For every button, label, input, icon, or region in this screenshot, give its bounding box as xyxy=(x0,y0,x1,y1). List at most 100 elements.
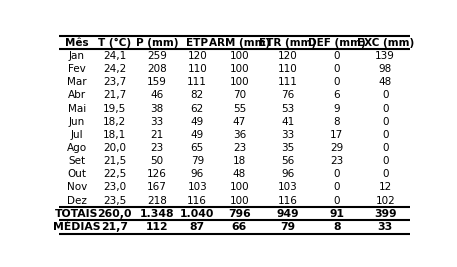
Text: 111: 111 xyxy=(278,77,298,87)
Text: 56: 56 xyxy=(282,156,295,166)
Text: 46: 46 xyxy=(150,90,164,100)
Text: 112: 112 xyxy=(146,222,169,232)
Text: 18,1: 18,1 xyxy=(103,130,127,140)
Text: 260,0: 260,0 xyxy=(98,209,132,219)
Text: 21,5: 21,5 xyxy=(103,156,127,166)
Text: 0: 0 xyxy=(334,64,340,74)
Text: 50: 50 xyxy=(150,156,164,166)
Text: 76: 76 xyxy=(282,90,295,100)
Text: 96: 96 xyxy=(282,169,295,179)
Text: 100: 100 xyxy=(230,64,250,74)
Text: 259: 259 xyxy=(147,51,167,61)
Text: 1.040: 1.040 xyxy=(180,209,214,219)
Text: 9: 9 xyxy=(333,104,340,113)
Text: 139: 139 xyxy=(375,51,395,61)
Text: 49: 49 xyxy=(191,130,204,140)
Text: 35: 35 xyxy=(282,143,295,153)
Text: 33: 33 xyxy=(282,130,295,140)
Text: 47: 47 xyxy=(233,117,246,127)
Text: Set: Set xyxy=(68,156,85,166)
Text: EXC (mm): EXC (mm) xyxy=(356,38,414,48)
Text: Nov: Nov xyxy=(67,182,87,193)
Text: 87: 87 xyxy=(190,222,205,232)
Text: 111: 111 xyxy=(187,77,207,87)
Text: T (°C): T (°C) xyxy=(98,38,132,48)
Text: 796: 796 xyxy=(228,209,251,219)
Text: 23,0: 23,0 xyxy=(103,182,127,193)
Text: 102: 102 xyxy=(375,196,395,206)
Text: 23: 23 xyxy=(150,143,164,153)
Text: 0: 0 xyxy=(382,169,388,179)
Text: 0: 0 xyxy=(382,104,388,113)
Text: DEF (mm): DEF (mm) xyxy=(308,38,366,48)
Text: ETP: ETP xyxy=(186,38,208,48)
Text: 949: 949 xyxy=(277,209,299,219)
Text: 120: 120 xyxy=(187,51,207,61)
Text: 0: 0 xyxy=(334,169,340,179)
Text: 100: 100 xyxy=(230,77,250,87)
Text: 20,0: 20,0 xyxy=(103,143,127,153)
Text: Jul: Jul xyxy=(70,130,83,140)
Text: 8: 8 xyxy=(333,117,340,127)
Text: Mar: Mar xyxy=(67,77,87,87)
Text: 116: 116 xyxy=(278,196,298,206)
Text: 62: 62 xyxy=(191,104,204,113)
Text: 0: 0 xyxy=(334,77,340,87)
Text: 33: 33 xyxy=(150,117,164,127)
Text: 116: 116 xyxy=(187,196,207,206)
Text: Jun: Jun xyxy=(69,117,85,127)
Text: P (mm): P (mm) xyxy=(136,38,178,48)
Text: 6: 6 xyxy=(333,90,340,100)
Text: 17: 17 xyxy=(330,130,343,140)
Text: 41: 41 xyxy=(282,117,295,127)
Text: Mês: Mês xyxy=(65,38,89,48)
Text: 23,7: 23,7 xyxy=(103,77,127,87)
Text: Jan: Jan xyxy=(69,51,85,61)
Text: 65: 65 xyxy=(191,143,204,153)
Text: 1.348: 1.348 xyxy=(140,209,175,219)
Text: Ago: Ago xyxy=(67,143,87,153)
Text: Mai: Mai xyxy=(68,104,86,113)
Text: 126: 126 xyxy=(147,169,167,179)
Text: 0: 0 xyxy=(382,156,388,166)
Text: 18: 18 xyxy=(233,156,246,166)
Text: 91: 91 xyxy=(329,209,344,219)
Text: 159: 159 xyxy=(147,77,167,87)
Text: TOTAIS: TOTAIS xyxy=(55,209,99,219)
Text: 24,2: 24,2 xyxy=(103,64,127,74)
Text: 8: 8 xyxy=(333,222,340,232)
Text: 36: 36 xyxy=(233,130,246,140)
Text: 49: 49 xyxy=(191,117,204,127)
Text: 21,7: 21,7 xyxy=(103,90,127,100)
Text: 103: 103 xyxy=(278,182,298,193)
Text: 29: 29 xyxy=(330,143,343,153)
Text: Out: Out xyxy=(67,169,86,179)
Text: Dez: Dez xyxy=(67,196,87,206)
Text: 0: 0 xyxy=(382,130,388,140)
Text: 21: 21 xyxy=(150,130,164,140)
Text: 103: 103 xyxy=(187,182,207,193)
Text: MÉDIAS: MÉDIAS xyxy=(53,222,101,232)
Text: 79: 79 xyxy=(191,156,204,166)
Text: 70: 70 xyxy=(233,90,246,100)
Text: 98: 98 xyxy=(378,64,392,74)
Text: 208: 208 xyxy=(147,64,167,74)
Text: 66: 66 xyxy=(232,222,247,232)
Text: 110: 110 xyxy=(187,64,207,74)
Text: 18,2: 18,2 xyxy=(103,117,127,127)
Text: 23: 23 xyxy=(233,143,246,153)
Text: 79: 79 xyxy=(281,222,296,232)
Text: 0: 0 xyxy=(382,90,388,100)
Text: 100: 100 xyxy=(230,196,250,206)
Text: 48: 48 xyxy=(233,169,246,179)
Text: 23,5: 23,5 xyxy=(103,196,127,206)
Text: Abr: Abr xyxy=(68,90,86,100)
Text: 0: 0 xyxy=(334,51,340,61)
Text: 24,1: 24,1 xyxy=(103,51,127,61)
Text: 100: 100 xyxy=(230,51,250,61)
Text: 110: 110 xyxy=(278,64,298,74)
Text: ARM (mm): ARM (mm) xyxy=(209,38,270,48)
Text: 21,7: 21,7 xyxy=(101,222,128,232)
Text: 23: 23 xyxy=(330,156,343,166)
Text: 22,5: 22,5 xyxy=(103,169,127,179)
